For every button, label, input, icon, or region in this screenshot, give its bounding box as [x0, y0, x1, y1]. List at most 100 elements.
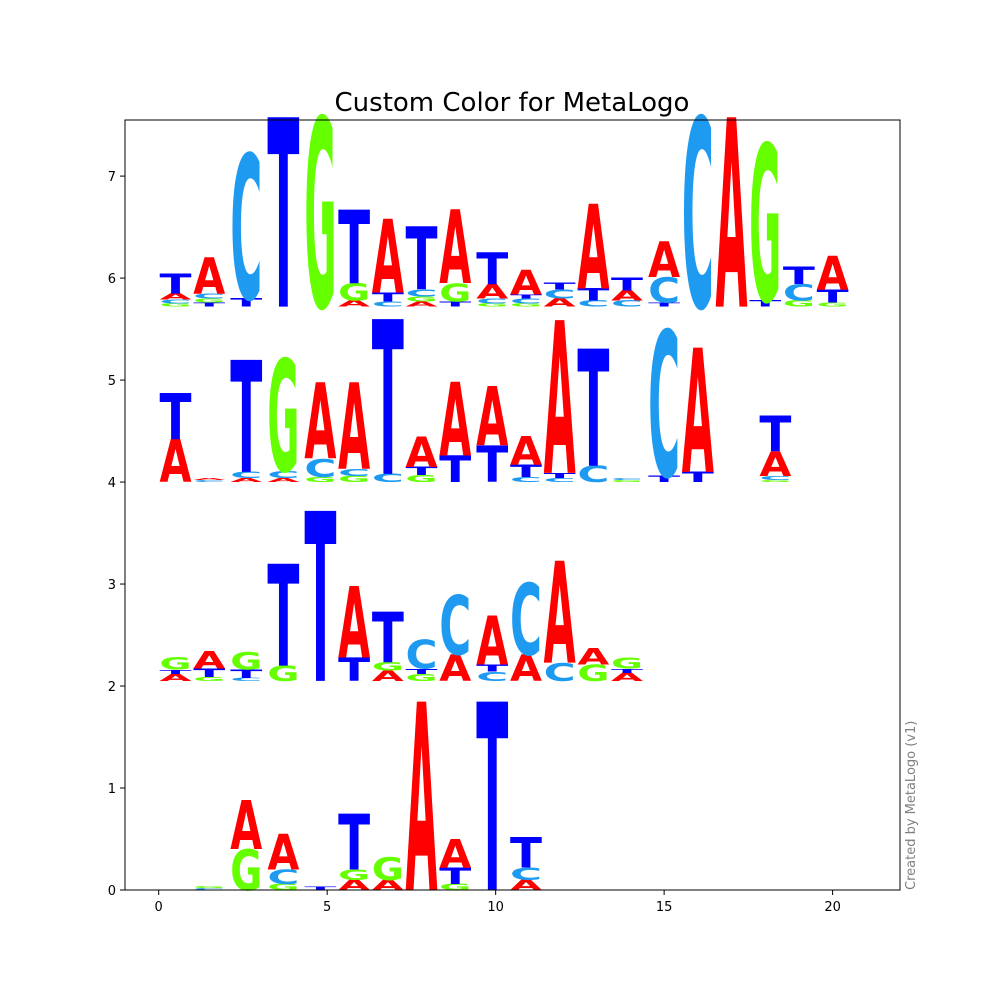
logo-letter-g: G [230, 648, 262, 676]
logo-letter-t: T [577, 316, 609, 503]
logo-letter-c: C [230, 471, 262, 481]
logo-letter-t: T [817, 286, 850, 307]
logo-letter-g: G [193, 885, 225, 888]
logo-letter-g: G [406, 672, 438, 683]
logo-letter-c: C [611, 299, 643, 309]
logo-letter-t: T [406, 667, 438, 675]
logo-letter-g: G [193, 297, 225, 304]
logo-letter-c: C [510, 864, 542, 884]
logo-letter-t: T [544, 472, 576, 480]
logo-letter-t: T [230, 296, 263, 309]
x-tick-label: 0 [155, 900, 163, 915]
logo-letter-t: T [648, 474, 680, 484]
y-tick-label: 4 [108, 476, 116, 491]
logo-letter-t: T [372, 290, 405, 305]
logo-letter-a: A [338, 358, 370, 497]
logo-letter-t: T [476, 437, 508, 495]
logo-letter-a: A [476, 371, 508, 465]
logo-letter-a: A [160, 672, 193, 683]
logo-letter-a: A [406, 650, 438, 952]
logo-letter-a: A [230, 477, 262, 483]
logo-letter-c: C [406, 288, 438, 299]
logo-letter-g: G [160, 655, 192, 675]
logo-letter-c: C [439, 581, 471, 674]
logo-letter-a: A [338, 299, 370, 309]
logo-letter-t: T [510, 462, 542, 482]
plot-frame [124, 119, 901, 891]
logo-letter-t: T [160, 669, 192, 676]
logo-letter-c: C [193, 480, 225, 483]
logo-letter-a: A [372, 201, 404, 317]
logo-letter-a: A [439, 648, 471, 690]
logo-letter-c: C [510, 564, 542, 678]
logo-letter-t: T [193, 667, 226, 680]
logo-letter-g: G [476, 303, 508, 308]
logo-letter-g: G [372, 852, 404, 888]
logo-letter-c: C [304, 454, 336, 483]
logo-letter-t: T [759, 408, 791, 464]
logo-letter-c: C [230, 115, 262, 346]
logo-letter-a: A [648, 232, 680, 289]
logo-letter-t: T [682, 470, 715, 486]
logo-letter-c: C [648, 271, 680, 312]
logo-letter-t: T [510, 830, 543, 878]
logo-letter-c: C [510, 297, 542, 305]
logo-letter-g: G [759, 479, 791, 482]
logo-letter-t: T [160, 268, 193, 301]
logo-letter-c: C [544, 477, 576, 483]
x-tick-label: 15 [656, 900, 673, 915]
logo-letter-t: T [193, 301, 225, 308]
logo-letter-g: G [577, 661, 609, 686]
y-tick-label: 5 [108, 374, 116, 389]
logo-letter-t: T [439, 863, 471, 889]
logo-letter-g: G [783, 299, 815, 309]
logo-letter-t: T [611, 274, 644, 295]
logo-letter-g: G [749, 102, 781, 352]
logo-letter-t: T [160, 383, 192, 456]
logo-letter-t: T [439, 448, 471, 490]
logo-letter-g: G [267, 662, 299, 686]
x-tick-label: 5 [323, 900, 331, 915]
logo-letter-g: G [338, 278, 370, 306]
logo-letter-g: G [406, 473, 438, 484]
logo-letter-c: C [544, 287, 576, 302]
logo-letter-a: A [510, 430, 542, 475]
logo-letter-t: T [783, 262, 816, 290]
logo-letter-t: T [338, 190, 370, 308]
logo-letter-a: A [267, 824, 299, 881]
logo-letter-c: C [230, 677, 262, 682]
logo-letter-t: T [267, 536, 299, 700]
logo-letter-g: G [160, 303, 192, 308]
logo-letter-t: T [372, 599, 404, 680]
logo-letter-g: G [267, 882, 299, 892]
logo-letter-c: C [759, 475, 791, 481]
logo-letter-a: A [577, 180, 609, 316]
y-tick-label: 6 [108, 272, 116, 287]
logo-letter-a: A [544, 534, 576, 697]
logo-letter-g: G [439, 882, 471, 892]
logo-letter-t: T [544, 280, 576, 291]
logo-letter-a: A [160, 292, 192, 302]
logo-letter-a: A [304, 361, 336, 483]
y-axis: 0 1 2 3 4 5 6 7 [108, 170, 125, 899]
y-tick-label: 7 [108, 170, 116, 185]
logo-letter-c: C [406, 633, 438, 678]
logo-letter-g: G [304, 66, 336, 368]
logo-letter-a: A [544, 279, 576, 523]
logo-letter-c: C [160, 299, 192, 305]
logo-letter-a: A [193, 647, 225, 674]
logo-letter-c: C [338, 467, 370, 478]
logo-letter-g: G [338, 867, 370, 883]
logo-letter-a: A [193, 246, 225, 305]
logo-letter-a: A [406, 427, 439, 476]
logo-letter-g: G [439, 279, 471, 308]
logo-letter-g: G [611, 479, 643, 482]
logo-letter-g: G [338, 474, 370, 484]
logo-letter-a: A [267, 477, 299, 483]
logo-letter-t: T [230, 668, 263, 681]
